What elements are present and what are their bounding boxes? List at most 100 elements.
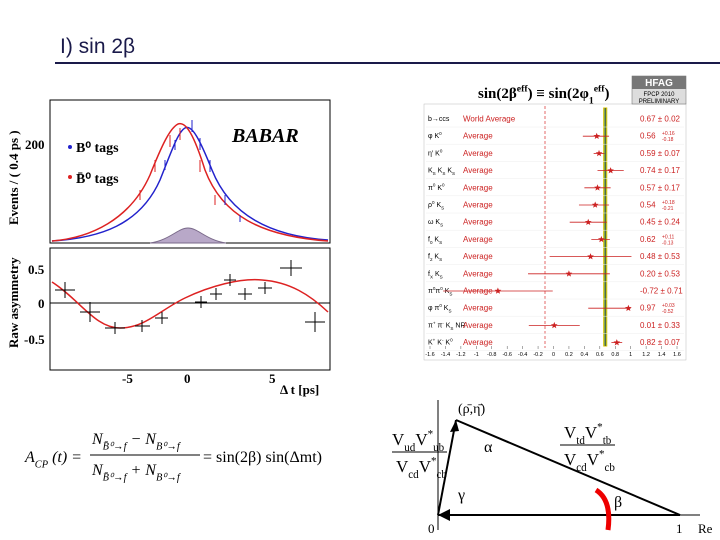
x-tick-label: -1.4 — [441, 352, 450, 358]
text-segment: 0 — [433, 286, 436, 291]
text-segment: b→ccs — [428, 116, 450, 123]
text-segment: A — [24, 449, 35, 466]
text-segment: CP — [35, 460, 49, 471]
text-segment: eff — [517, 83, 529, 94]
hfag-plot: sin(2βeff) ≡ sin(2φ1eff) HFAG FPCP 2010 … — [423, 75, 687, 361]
legend-entry: B⁰ tags — [76, 141, 119, 156]
text-segment: ub — [433, 442, 445, 454]
formula: ACP (t) = NB̄⁰→f − NB⁰→f NB̄⁰→f + NB⁰→f … — [24, 431, 322, 484]
marker — [587, 253, 594, 260]
x-tick-label: 0.4 — [581, 352, 589, 358]
row-fit: Average — [463, 132, 493, 141]
x-tick-label: -1 — [474, 352, 479, 358]
text-segment: − N — [126, 431, 157, 448]
row-error-low: -0.13 — [662, 240, 674, 246]
text-segment: td — [576, 435, 585, 447]
row-error-high: +0.16 — [662, 131, 675, 137]
row-fit: Average — [463, 252, 493, 261]
text-segment: - — [442, 337, 444, 342]
text-segment: π — [435, 288, 440, 295]
angle-label: β — [614, 494, 622, 511]
side — [437, 419, 457, 516]
text-segment: eff — [594, 83, 606, 94]
hfag-title: sin(2βeff) ≡ sin(2φ1eff) — [478, 83, 610, 106]
row-value: 0.59 ± 0.07 — [640, 149, 681, 158]
text-segment: ) ≡ sin(2φ — [528, 86, 589, 102]
text-segment: 2 — [430, 257, 433, 262]
row-error-high: +0.03 — [662, 303, 675, 309]
marker — [494, 287, 502, 294]
text-segment: 0 — [439, 131, 442, 136]
marker — [593, 132, 601, 139]
row-fit: Average — [463, 218, 493, 227]
row-value: 0.01 ± 0.33 — [640, 321, 681, 330]
text-segment: φ K — [428, 133, 439, 140]
b0-points — [164, 120, 241, 222]
y-tick-label: -0.5 — [24, 332, 45, 347]
logo-text: PRELIMINARY — [639, 99, 680, 105]
brand: BABAR — [231, 125, 299, 147]
row-value: 0.57 ± 0.17 — [640, 183, 681, 192]
row-value: 0.45 ± 0.24 — [640, 218, 681, 227]
text-segment: 0 — [439, 303, 442, 308]
side — [455, 419, 681, 516]
left-denominator: VcdV*cb — [396, 455, 447, 481]
formula-denominator: NB̄⁰→f + NB⁰→f — [91, 462, 182, 484]
text-segment: - — [442, 320, 444, 325]
babar-plot: BABAR B⁰ tags B̄⁰ tags 200 0.5 0 -0.5 -5… — [6, 99, 331, 397]
y-tick-label: 0 — [38, 296, 45, 311]
apex-label: (ρ̄,η̄) — [458, 402, 485, 417]
text-segment: S — [449, 291, 452, 296]
text-segment: K — [435, 202, 442, 209]
text-segment: N — [91, 431, 104, 448]
text-segment: 0 — [450, 337, 453, 342]
asymmetry-points — [55, 260, 325, 334]
right-denominator: VcdV*cb — [564, 448, 615, 474]
x-tick-label: 0.8 — [611, 352, 619, 358]
text-segment: K — [442, 305, 449, 312]
text-segment: S — [442, 171, 445, 176]
text-segment: cb — [605, 462, 616, 474]
unitarity-triangle: (ρ̄,η̄) α γ β 0 1 Re VudV*ub VcdV*cb Vtd… — [392, 395, 720, 540]
text-segment: K — [444, 322, 451, 329]
slide-title: I) sin 2β — [60, 35, 135, 58]
text-segment: 0 — [430, 240, 433, 245]
logo-title: HFAG — [645, 78, 673, 89]
text-segment: K — [435, 340, 442, 347]
text-segment: 0 — [440, 148, 443, 153]
marker — [550, 321, 558, 329]
formula-numerator: NB̄⁰→f − NB⁰→f — [91, 431, 182, 453]
angle-label: α — [484, 439, 493, 456]
text-segment: B̄⁰→f — [103, 472, 129, 484]
text-segment: 0 — [432, 200, 435, 205]
y-axis-label: Events / ( 0.4 ps ) — [6, 130, 21, 225]
x-tick-label: -0.6 — [502, 352, 511, 358]
text-segment: B̄⁰→f — [103, 441, 129, 453]
x-tick-label: 5 — [269, 371, 276, 386]
row-label: ω KS — [428, 219, 443, 227]
row-error-high: +0.11 — [662, 234, 674, 240]
text-segment: = sin(2β) sin(Δmt) — [203, 449, 322, 466]
x-tick-label: 0 — [184, 371, 191, 386]
row-label: f2 KS — [428, 254, 442, 262]
asymmetry-curve — [51, 278, 329, 329]
text-segment: cd — [576, 462, 587, 474]
text-segment: ) — [605, 86, 610, 102]
beta-arc — [594, 487, 612, 531]
row-label: η′ K0 — [428, 148, 443, 157]
text-segment: S — [440, 274, 443, 279]
marker — [598, 235, 605, 243]
row-fit: Average — [463, 304, 493, 313]
row-label: π0 K0 — [428, 183, 445, 192]
text-segment: V — [415, 430, 428, 449]
background-shape — [149, 227, 227, 244]
text-segment: S — [433, 171, 436, 176]
b0bar-points — [139, 128, 216, 205]
row-value: 0.62 — [640, 235, 656, 244]
b0-curve — [51, 126, 329, 242]
text-segment: ρ — [428, 202, 432, 209]
row-fit: Average — [463, 166, 493, 175]
legend-marker — [68, 175, 72, 179]
text-segment: + N — [126, 462, 157, 479]
